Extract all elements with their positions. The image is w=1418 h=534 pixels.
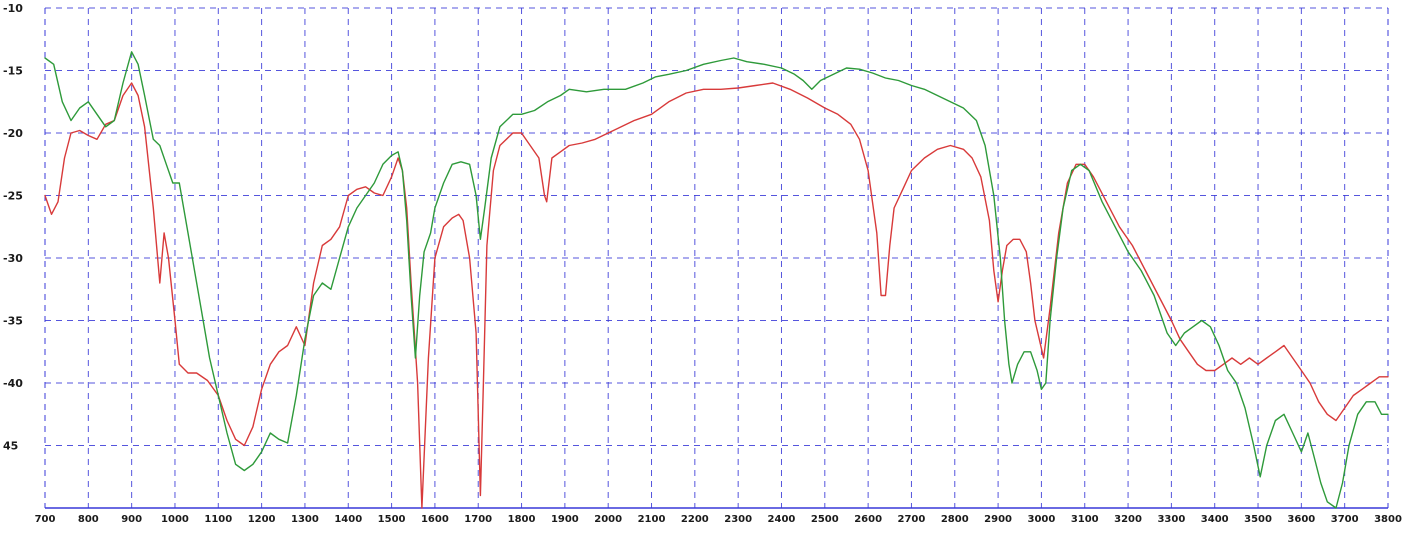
x-tick-label: 2800 xyxy=(941,514,969,525)
x-tick-label: 3100 xyxy=(1071,514,1099,525)
y-tick-label: -20 xyxy=(3,127,23,140)
x-tick-label: 1900 xyxy=(551,514,579,525)
series-layer xyxy=(44,51,1389,509)
x-tick-label: 2200 xyxy=(681,514,709,525)
x-tick-label: 900 xyxy=(121,514,142,525)
x-tick-label: 700 xyxy=(35,514,56,525)
axis-layer xyxy=(44,8,1389,509)
x-tick-label: 1700 xyxy=(464,514,492,525)
x-tick-label: 3500 xyxy=(1244,514,1272,525)
x-tick-label: 2100 xyxy=(638,514,666,525)
x-tick-label: 2500 xyxy=(811,514,839,525)
x-tick-label: 3200 xyxy=(1114,514,1142,525)
x-tick-labels: 700 800 900 1000 1100 1200 1300 1400 1500 1600 170… xyxy=(35,514,1402,525)
x-tick-label: 3800 xyxy=(1374,514,1402,525)
y-tick-label: -15 xyxy=(3,65,23,78)
y-tick-label: -10 xyxy=(3,2,23,15)
y-tick-labels: -10 -15 -20 -25 -30 -35 -40 45 xyxy=(3,2,23,453)
x-tick-label: 1500 xyxy=(378,514,406,525)
series-line-2 xyxy=(44,51,1389,509)
x-tick-label: 2600 xyxy=(854,514,882,525)
x-tick-label: 2400 xyxy=(768,514,796,525)
x-tick-label: 2000 xyxy=(594,514,622,525)
x-tick-label: 1300 xyxy=(291,514,319,525)
x-tick-label: 3700 xyxy=(1331,514,1359,525)
x-tick-label: 1400 xyxy=(334,514,362,525)
grid-layer xyxy=(45,7,1388,508)
x-tick-label: 3600 xyxy=(1287,514,1315,525)
y-tick-label: -25 xyxy=(3,190,23,203)
y-tick-label: -35 xyxy=(3,315,23,328)
x-tick-label: 1800 xyxy=(508,514,536,525)
x-tick-label: 1000 xyxy=(161,514,189,525)
y-tick-label: 45 xyxy=(3,440,18,453)
x-tick-label: 2700 xyxy=(898,514,926,525)
x-tick-label: 1600 xyxy=(421,514,449,525)
x-tick-label: 1200 xyxy=(248,514,276,525)
x-tick-label: 3400 xyxy=(1201,514,1229,525)
x-tick-label: 3300 xyxy=(1157,514,1185,525)
x-tick-label: 800 xyxy=(78,514,99,525)
x-tick-label: 3000 xyxy=(1027,514,1055,525)
x-tick-label: 2300 xyxy=(724,514,752,525)
series-line-1 xyxy=(44,82,1389,509)
y-tick-label: -30 xyxy=(3,252,23,265)
y-tick-label: -40 xyxy=(3,377,23,390)
x-tick-label: 1100 xyxy=(204,514,232,525)
x-tick-label: 2900 xyxy=(984,514,1012,525)
